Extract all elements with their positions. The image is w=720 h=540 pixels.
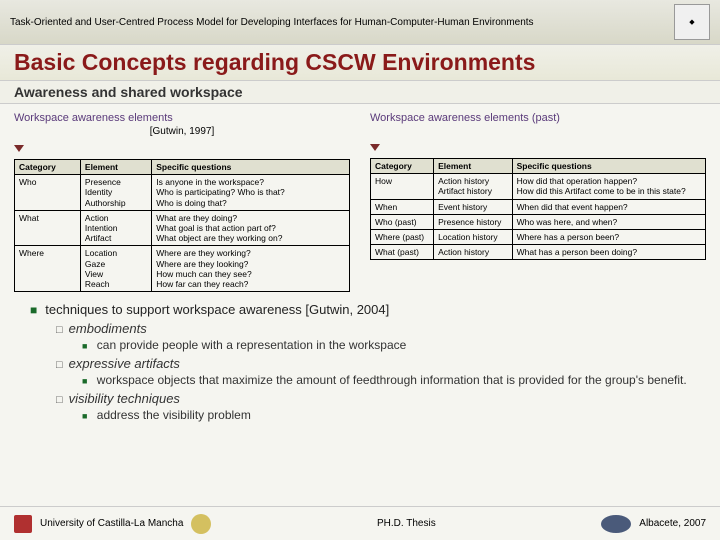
table-header-cell: Element bbox=[80, 160, 151, 175]
breadcrumb-bar: Task-Oriented and User-Centred Process M… bbox=[0, 0, 720, 45]
table-cell: How did that operation happen?How did th… bbox=[512, 174, 705, 199]
table-row: Who (past)Presence historyWho was here, … bbox=[371, 214, 706, 229]
table-row: HowAction historyArtifact historyHow did… bbox=[371, 174, 706, 199]
arrow-down-icon bbox=[370, 144, 380, 151]
right-table-block: Workspace awareness elements (past) Cate… bbox=[370, 112, 706, 292]
table-cell: What are they doing?What goal is that ac… bbox=[152, 210, 350, 246]
bullet-level2-text: expressive artifacts bbox=[69, 356, 180, 371]
table-cell: Event history bbox=[434, 199, 513, 214]
table-cell: What bbox=[15, 210, 81, 246]
table-header-cell: Specific questions bbox=[512, 159, 705, 174]
table-cell: Where (past) bbox=[371, 229, 434, 244]
breadcrumb: Task-Oriented and User-Centred Process M… bbox=[10, 17, 534, 28]
table-row: WhenEvent historyWhen did that event hap… bbox=[371, 199, 706, 214]
footer-center: PH.D. Thesis bbox=[377, 518, 436, 529]
table-row: What (past)Action historyWhat has a pers… bbox=[371, 245, 706, 260]
bullet-level2: embodiments bbox=[56, 321, 706, 336]
table-header-cell: Category bbox=[371, 159, 434, 174]
table-cell: Where are they working?Where are they lo… bbox=[152, 246, 350, 292]
bullet-list: techniques to support workspace awarenes… bbox=[0, 298, 720, 430]
table-cell: ActionIntentionArtifact bbox=[80, 210, 151, 246]
table-row: WhoPresenceIdentityAuthorshipIs anyone i… bbox=[15, 175, 350, 211]
bullet-level3: address the visibility problem bbox=[82, 408, 706, 422]
table-cell: Is anyone in the workspace?Who is partic… bbox=[152, 175, 350, 211]
table-row: WhatActionIntentionArtifactWhat are they… bbox=[15, 210, 350, 246]
left-table-block: Workspace awareness elements [Gutwin, 19… bbox=[14, 112, 350, 292]
footer: University of Castilla-La Mancha PH.D. T… bbox=[0, 506, 720, 540]
right-table-title: Workspace awareness elements (past) bbox=[370, 112, 706, 124]
bullet-level3: workspace objects that maximize the amou… bbox=[82, 373, 706, 387]
left-table-citation: [Gutwin, 1997] bbox=[14, 126, 350, 137]
left-table: CategoryElementSpecific questions WhoPre… bbox=[14, 159, 350, 292]
table-cell: When did that event happen? bbox=[512, 199, 705, 214]
table-cell: Where bbox=[15, 246, 81, 292]
table-cell: Who bbox=[15, 175, 81, 211]
table-cell: Presence history bbox=[434, 214, 513, 229]
table-cell: Action history bbox=[434, 245, 513, 260]
right-table: CategoryElementSpecific questions HowAct… bbox=[370, 158, 706, 260]
bullet-main: techniques to support workspace awarenes… bbox=[30, 302, 706, 317]
footer-location: Albacete, 2007 bbox=[639, 518, 706, 529]
subtitle: Awareness and shared workspace bbox=[0, 80, 720, 104]
table-cell: Location history bbox=[434, 229, 513, 244]
table-header-cell: Category bbox=[15, 160, 81, 175]
left-table-title: Workspace awareness elements bbox=[14, 112, 350, 124]
page-title: Basic Concepts regarding CSCW Environmen… bbox=[0, 45, 720, 80]
arrow-down-icon bbox=[14, 145, 24, 152]
table-row: WhereLocationGazeViewReachWhere are they… bbox=[15, 246, 350, 292]
table-cell: How bbox=[371, 174, 434, 199]
table-row: Where (past)Location historyWhere has a … bbox=[371, 229, 706, 244]
footer-right: Albacete, 2007 bbox=[601, 515, 706, 533]
bullet-level3: can provide people with a representation… bbox=[82, 338, 706, 352]
table-cell: Who was here, and when? bbox=[512, 214, 705, 229]
table-header-cell: Specific questions bbox=[152, 160, 350, 175]
table-cell: What (past) bbox=[371, 245, 434, 260]
tables-container: Workspace awareness elements [Gutwin, 19… bbox=[0, 104, 720, 298]
bullet-level2: visibility techniques bbox=[56, 391, 706, 406]
table-cell: When bbox=[371, 199, 434, 214]
university-logo-icon bbox=[14, 515, 32, 533]
lab-logo-icon bbox=[601, 515, 631, 533]
bullet-level2-text: embodiments bbox=[69, 321, 147, 336]
table-cell: PresenceIdentityAuthorship bbox=[80, 175, 151, 211]
seal-icon bbox=[191, 514, 211, 534]
table-cell: Who (past) bbox=[371, 214, 434, 229]
bullet-level2-text: visibility techniques bbox=[69, 391, 180, 406]
bullet-level2: expressive artifacts bbox=[56, 356, 706, 371]
table-header-cell: Element bbox=[434, 159, 513, 174]
header-logo: ◆ bbox=[674, 4, 710, 40]
table-cell: What has a person been doing? bbox=[512, 245, 705, 260]
table-cell: Action historyArtifact history bbox=[434, 174, 513, 199]
university-name: University of Castilla-La Mancha bbox=[40, 518, 183, 529]
table-cell: Where has a person been? bbox=[512, 229, 705, 244]
footer-left: University of Castilla-La Mancha bbox=[14, 514, 211, 534]
table-cell: LocationGazeViewReach bbox=[80, 246, 151, 292]
